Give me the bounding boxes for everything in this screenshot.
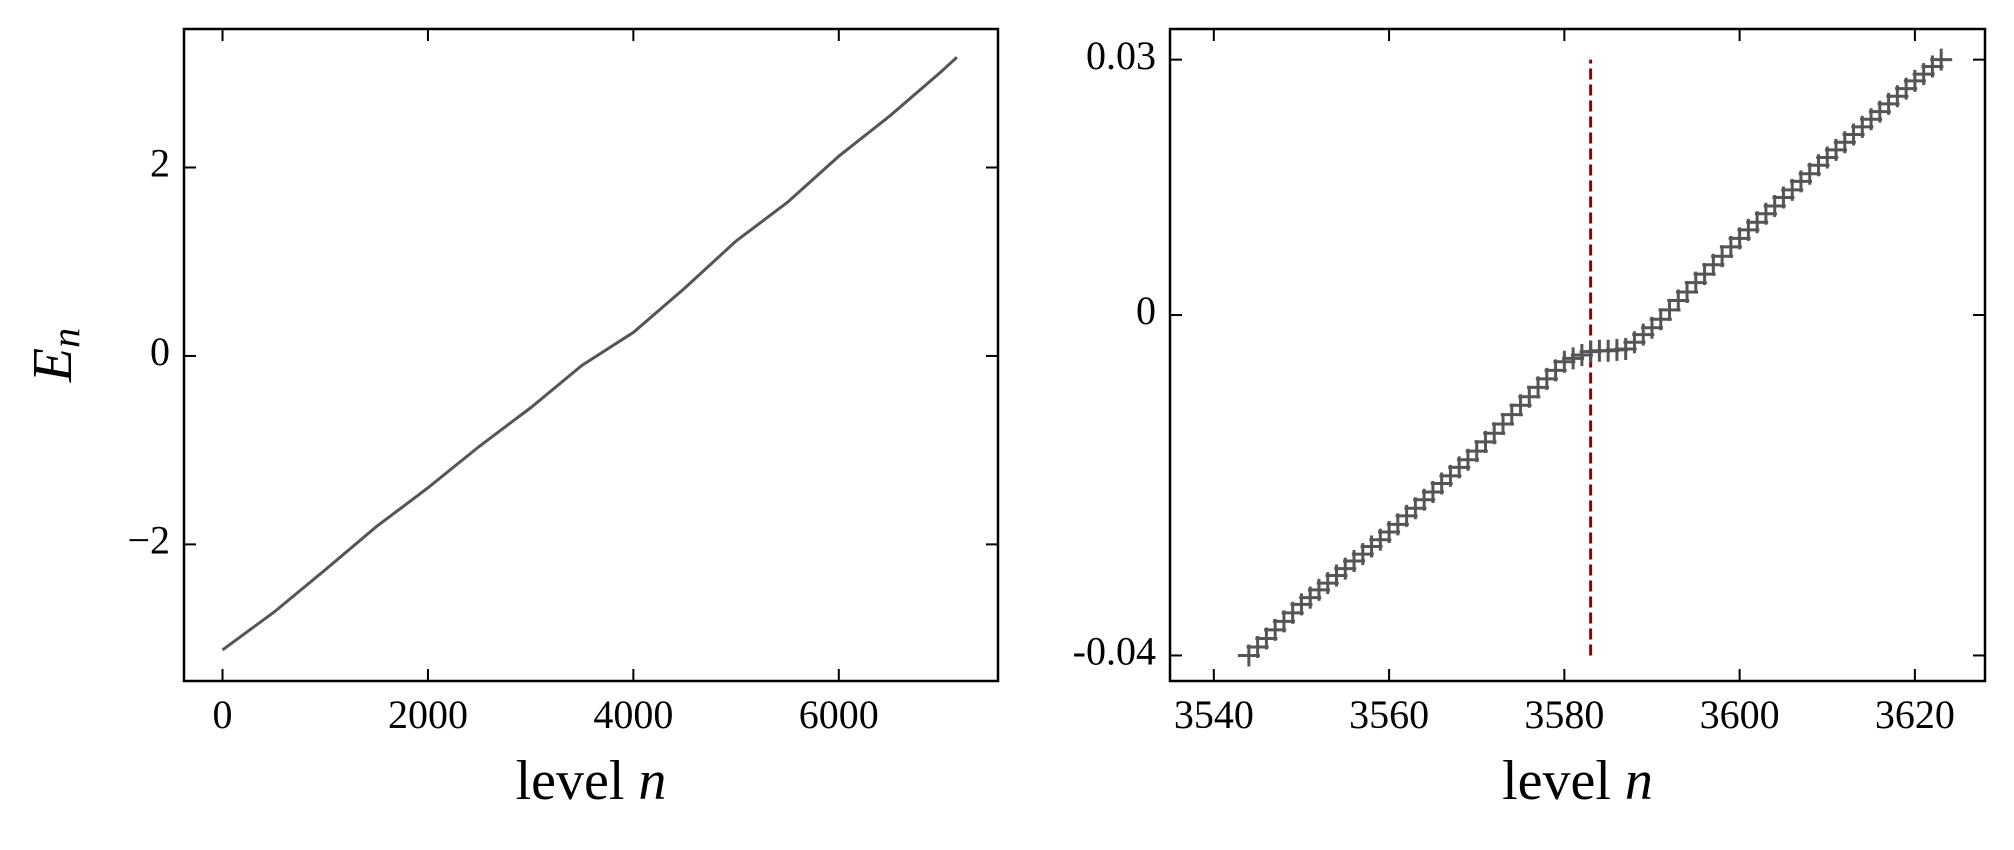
x-tick-label: 3540	[1174, 692, 1254, 737]
x-axis-label: level n	[1502, 750, 1653, 812]
x-tick-label: 4000	[593, 692, 673, 737]
y-tick-label: −2	[127, 518, 170, 563]
x-axis-label-var: n	[1625, 750, 1653, 812]
x-tick-label: 2000	[388, 692, 468, 737]
x-axis-label-text: level	[1502, 750, 1611, 812]
y-tick-label: 0.03	[1086, 33, 1156, 78]
y-axis-label-main: E	[22, 348, 84, 383]
data-line	[221, 56, 958, 652]
x-axis-label: level n	[516, 750, 667, 812]
x-tick-label: 3560	[1349, 692, 1429, 737]
y-tick-label: 0	[1136, 288, 1156, 333]
x-tick-label: 6000	[799, 692, 879, 737]
plot-frame	[1168, 27, 1987, 683]
x-axis-label-var: n	[638, 750, 666, 812]
y-tick-label: -0.04	[1073, 629, 1156, 674]
x-tick-label: 0	[213, 692, 233, 737]
point	[1930, 48, 1953, 71]
y-axis-label: En	[22, 328, 88, 383]
x-axis-label-text: level	[516, 750, 625, 812]
y-axis-label-sub: n	[43, 328, 88, 348]
x-tick-label: 3620	[1875, 692, 1955, 737]
x-tick-label: 3600	[1700, 692, 1780, 737]
chart: 3540 3560 3580 3600 3620 -0.04 0 0.03 level n	[1073, 27, 1987, 812]
y-tick-label: 0	[150, 329, 170, 374]
plot-frame	[182, 27, 1000, 683]
x-tick-label: 3580	[1524, 692, 1604, 737]
y-tick-label: 2	[150, 141, 170, 186]
